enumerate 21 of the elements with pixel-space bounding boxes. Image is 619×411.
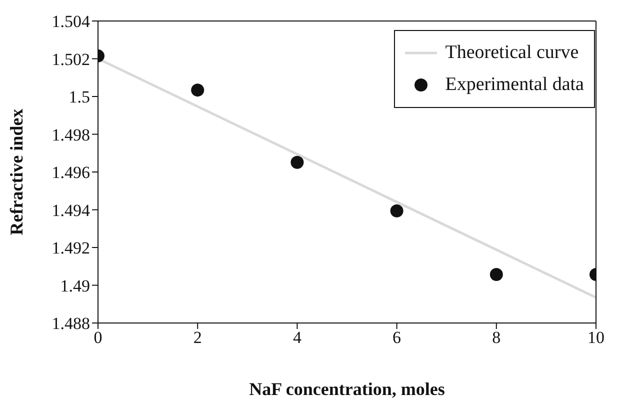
point bbox=[390, 204, 404, 218]
y-tick-label: 1.492 bbox=[52, 238, 90, 258]
legend-label: Experimental data bbox=[445, 73, 584, 97]
y-tick-label: 1.488 bbox=[52, 314, 90, 334]
x-tick-label: 0 bbox=[94, 328, 102, 348]
legend-label: Theoretical curve bbox=[445, 41, 579, 65]
y-tick-label: 1.504 bbox=[52, 12, 90, 32]
y-axis-title: Refractive index bbox=[6, 108, 26, 236]
x-axis-title: NaF concentration, moles bbox=[249, 379, 445, 399]
x-tick-label: 6 bbox=[392, 328, 402, 348]
y-tick-label: 1.5 bbox=[68, 88, 90, 107]
y-tick-label: 1.496 bbox=[52, 163, 90, 182]
y-tick-label: 1.49 bbox=[60, 276, 90, 296]
x-tick-label: 8 bbox=[492, 328, 501, 348]
x-tick-label: 10 bbox=[588, 328, 604, 348]
point bbox=[290, 156, 304, 169]
y-tick-label: 1.502 bbox=[52, 50, 90, 69]
y-tick-label: 1.494 bbox=[52, 200, 90, 220]
x-tick-label: 2 bbox=[193, 328, 202, 348]
x-tick-label: 4 bbox=[292, 328, 302, 348]
y-tick-label: 1.498 bbox=[52, 125, 90, 144]
